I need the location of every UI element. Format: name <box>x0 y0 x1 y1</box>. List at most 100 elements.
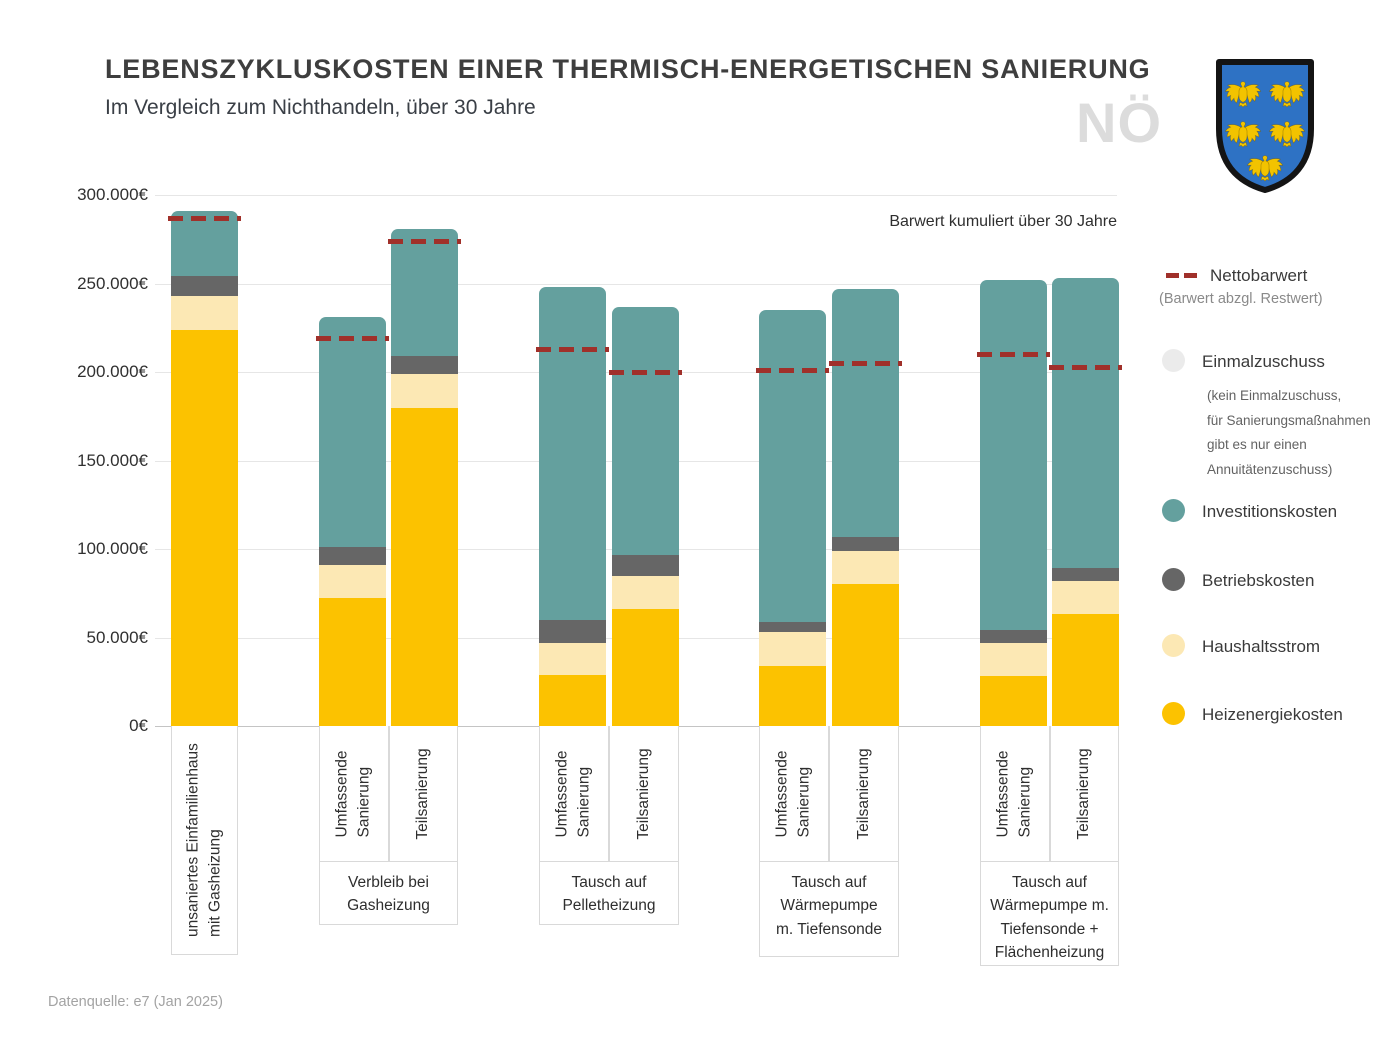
legend-label-heizenergiekosten: Heizenergiekosten <box>1202 705 1343 724</box>
y-tick-label: 250.000€ <box>77 274 148 293</box>
bar-segment-investitionskosten <box>539 287 606 620</box>
bar-segment-haushaltsstrom <box>832 550 899 585</box>
y-tick-label: 300.000€ <box>77 185 148 204</box>
annotation-barwert: Barwert kumuliert über 30 Jahre <box>889 213 1117 230</box>
haushaltsstrom-swatch <box>1162 634 1185 657</box>
y-tick-label: 100.000€ <box>77 539 148 558</box>
bar-segment-investitionskosten <box>759 310 826 622</box>
bar-segment-betriebskosten <box>980 630 1047 643</box>
bar-segment-betriebskosten <box>539 619 606 643</box>
group-label-cell: Tausch auf Wärmepumpe m. Tiefensonde + F… <box>980 862 1119 966</box>
bar <box>539 287 606 726</box>
bar-segment-betriebskosten <box>759 621 826 633</box>
bar-label: Umfassende Sanierung <box>994 749 1034 838</box>
bar-segment-heizenergiekosten <box>832 584 899 726</box>
bar-segment-heizenergiekosten <box>171 329 238 726</box>
bar-label: Umfassende Sanierung <box>553 749 593 838</box>
y-tick-label: 0€ <box>129 716 148 735</box>
group-label: Tausch auf Wärmepumpe m. Tiefensonde + F… <box>990 874 1109 961</box>
group-label-cell: Tausch auf Wärmepumpe m. Tiefensonde <box>759 862 899 957</box>
nettobarwert-note: (Barwert abzgl. Restwert) <box>1159 291 1323 307</box>
bar-segment-betriebskosten <box>612 554 679 576</box>
bar-segment-haushaltsstrom <box>319 564 386 599</box>
bar-label-cell: Umfassende Sanierung <box>759 726 829 862</box>
nettobarwert-line <box>829 361 902 366</box>
bar <box>980 280 1047 726</box>
bar-segment-haushaltsstrom <box>612 575 679 610</box>
grid-line <box>155 284 1117 285</box>
bar-label: Teilsanierung <box>634 747 652 840</box>
bar-label: Umfassende Sanierung <box>333 749 373 838</box>
group-label: Verbleib bei Gasheizung <box>347 874 430 915</box>
bar-segment-investitionskosten <box>171 211 238 277</box>
bar-label: Teilsanierung <box>1075 747 1093 840</box>
bar-segment-betriebskosten <box>391 356 458 375</box>
y-tick-label: 50.000€ <box>86 628 148 647</box>
bar-segment-haushaltsstrom <box>539 642 606 675</box>
bar <box>612 307 679 726</box>
bar-label-cell: unsaniertes Einfamilienhaus mit Gasheizu… <box>171 726 238 955</box>
nettobarwert-line <box>316 336 389 341</box>
betriebskosten-swatch <box>1162 568 1185 591</box>
nettobarwert-line <box>168 216 241 221</box>
bar-segment-heizenergiekosten <box>391 407 458 726</box>
group-label-cell: Verbleib bei Gasheizung <box>319 862 458 925</box>
bar-segment-investitionskosten <box>1052 278 1119 569</box>
legend-label-betriebskosten: Betriebskosten <box>1202 571 1315 590</box>
bar-segment-betriebskosten <box>1052 568 1119 581</box>
bar <box>759 310 826 726</box>
einmalzuschuss-swatch <box>1162 349 1185 372</box>
bar-segment-haushaltsstrom <box>759 632 826 666</box>
group-label: Tausch auf Pelletheizung <box>562 874 656 915</box>
bar-label: Umfassende Sanierung <box>773 749 813 838</box>
group-label-cell: Tausch auf Pelletheizung <box>539 862 679 925</box>
bar-segment-heizenergiekosten <box>539 674 606 726</box>
bar-segment-investitionskosten <box>832 289 899 537</box>
grid-line <box>155 726 1117 727</box>
coat-of-arms-icon <box>1216 59 1314 193</box>
bar <box>1052 278 1119 726</box>
bar-label: Teilsanierung <box>414 747 432 840</box>
page-subtitle: Im Vergleich zum Nichthandeln, über 30 J… <box>105 96 536 119</box>
bar-segment-heizenergiekosten <box>319 598 386 726</box>
nettobarwert-line <box>609 370 682 375</box>
nettobarwert-line <box>536 347 609 352</box>
legend-label-investitionskosten: Investitionskosten <box>1202 502 1338 521</box>
legend-label-nettobarwert: Nettobarwert <box>1210 266 1308 285</box>
nettobarwert-line <box>977 352 1050 357</box>
bar-label: Teilsanierung <box>854 747 872 840</box>
bar-segment-investitionskosten <box>612 307 679 555</box>
bar <box>171 211 238 726</box>
grid-line <box>155 195 1117 196</box>
bar-segment-investitionskosten <box>980 280 1047 631</box>
bar-label-cell: Teilsanierung <box>829 726 899 862</box>
nettobarwert-line <box>1049 365 1122 370</box>
page-title: LEBENSZYKLUSKOSTEN EINER THERMISCH-ENERG… <box>105 54 1151 84</box>
legend-label-einmalzuschuss: Einmalzuschuss <box>1202 352 1325 371</box>
nettobarwert-line <box>756 368 829 373</box>
y-tick-label: 150.000€ <box>77 451 148 470</box>
y-tick-label: 200.000€ <box>77 362 148 381</box>
investitionskosten-swatch <box>1162 499 1185 522</box>
einmalzuschuss-note: (kein Einmalzuschuss, für Sanierungsmaßn… <box>1207 388 1371 477</box>
nettobarwert-line <box>388 239 461 244</box>
bar-segment-heizenergiekosten <box>1052 614 1119 726</box>
bar-segment-heizenergiekosten <box>612 609 679 726</box>
bar <box>319 317 386 726</box>
bar-segment-investitionskosten <box>391 229 458 357</box>
bar-label-cell: Teilsanierung <box>1049 726 1119 862</box>
bar <box>832 289 899 726</box>
bar-segment-haushaltsstrom <box>980 642 1047 677</box>
nettobarwert-swatch <box>1166 273 1198 278</box>
bar-label-cell: Teilsanierung <box>388 726 458 862</box>
bar-label-cell: Teilsanierung <box>609 726 679 862</box>
bar-segment-investitionskosten <box>319 317 386 548</box>
bar-segment-heizenergiekosten <box>980 676 1047 726</box>
bar-segment-haushaltsstrom <box>171 295 238 330</box>
bar-segment-haushaltsstrom <box>391 374 458 408</box>
source-note: Datenquelle: e7 (Jan 2025) <box>48 994 223 1010</box>
bar-label-cell: Umfassende Sanierung <box>319 726 389 862</box>
bar-label-cell: Umfassende Sanierung <box>980 726 1050 862</box>
bar-segment-betriebskosten <box>319 547 386 565</box>
bar-segment-heizenergiekosten <box>759 665 826 726</box>
